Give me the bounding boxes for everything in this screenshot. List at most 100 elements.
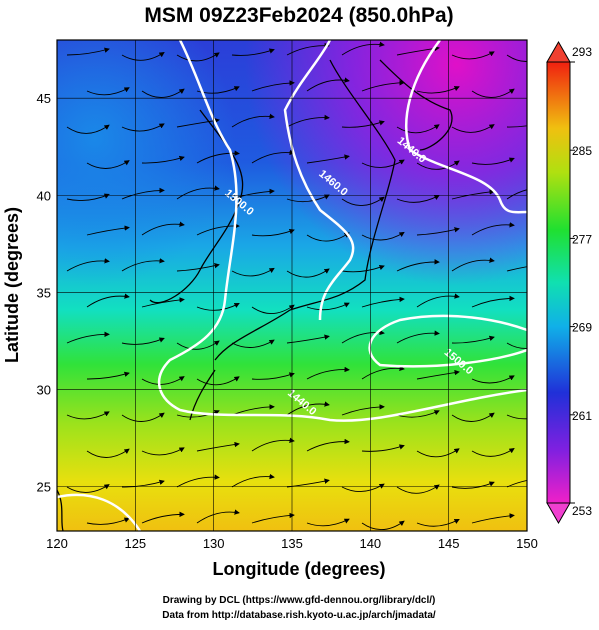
streamline bbox=[506, 189, 527, 200]
streamline bbox=[416, 369, 460, 380]
streamline bbox=[176, 52, 220, 62]
streamline bbox=[471, 295, 515, 308]
colorbar-extend-min bbox=[546, 502, 571, 525]
streamline bbox=[86, 517, 130, 525]
streamline bbox=[396, 195, 440, 203]
streamline bbox=[121, 123, 165, 132]
colorbar-tick-label: 269 bbox=[572, 321, 592, 335]
streamline bbox=[506, 266, 527, 272]
streamline bbox=[471, 513, 515, 524]
streamline bbox=[66, 124, 110, 134]
streamline bbox=[196, 86, 240, 94]
streamline bbox=[361, 520, 405, 530]
y-tick-label: 45 bbox=[37, 91, 51, 106]
streamline bbox=[451, 124, 495, 133]
streamline bbox=[286, 334, 330, 344]
colorbar-extend-max bbox=[546, 40, 571, 63]
streamline bbox=[416, 86, 460, 94]
streamline bbox=[141, 88, 185, 98]
streamline bbox=[231, 113, 275, 128]
streamline bbox=[341, 404, 385, 416]
streamline bbox=[416, 160, 460, 170]
streamlines bbox=[66, 41, 527, 530]
streamline bbox=[341, 196, 385, 206]
streamline bbox=[121, 337, 165, 345]
streamline bbox=[86, 87, 130, 96]
streamline bbox=[361, 159, 405, 168]
y-tick-label: 35 bbox=[37, 285, 51, 300]
streamline bbox=[506, 342, 527, 349]
streamline bbox=[86, 448, 130, 458]
x-tick-label: 120 bbox=[46, 536, 68, 551]
streamline bbox=[196, 441, 240, 452]
streamline bbox=[286, 401, 330, 416]
x-tick-label: 125 bbox=[124, 536, 146, 551]
streamline bbox=[506, 54, 527, 62]
streamline bbox=[66, 411, 110, 420]
streamline bbox=[451, 51, 495, 60]
streamline bbox=[471, 157, 515, 165]
streamline bbox=[196, 509, 240, 524]
x-tick-label: 150 bbox=[516, 536, 538, 551]
y-tick-label: 25 bbox=[37, 479, 51, 494]
streamline bbox=[86, 371, 130, 380]
streamline bbox=[176, 474, 220, 488]
streamline bbox=[196, 303, 240, 311]
streamline bbox=[471, 375, 515, 384]
streamline bbox=[121, 479, 165, 488]
colorbar-tick-label: 253 bbox=[572, 504, 592, 518]
streamline bbox=[341, 264, 385, 273]
streamline bbox=[86, 225, 130, 236]
streamline bbox=[306, 302, 350, 311]
streamline bbox=[121, 258, 165, 272]
streamline bbox=[361, 80, 405, 92]
colorbar bbox=[546, 61, 571, 504]
streamline bbox=[176, 410, 220, 418]
streamline bbox=[306, 154, 350, 164]
streamline bbox=[196, 150, 240, 164]
colorbar-tick-label: 261 bbox=[572, 409, 592, 423]
y-tick-label: 40 bbox=[37, 188, 51, 203]
streamline bbox=[141, 511, 185, 524]
streamline bbox=[66, 258, 110, 272]
streamline bbox=[86, 293, 130, 308]
streamline bbox=[396, 259, 440, 272]
streamline bbox=[471, 222, 515, 236]
streamline bbox=[306, 77, 350, 92]
streamline bbox=[506, 480, 527, 488]
streamline bbox=[141, 221, 185, 236]
streamline bbox=[66, 331, 110, 344]
streamline bbox=[251, 512, 295, 524]
streamline bbox=[451, 481, 495, 489]
streamline bbox=[141, 376, 185, 385]
streamline bbox=[451, 189, 495, 200]
x-tick-label: 140 bbox=[359, 536, 381, 551]
streamline bbox=[251, 228, 295, 237]
streamline bbox=[361, 365, 405, 380]
streamline bbox=[506, 125, 527, 128]
streamline bbox=[196, 376, 240, 386]
streamline bbox=[341, 120, 385, 128]
streamline bbox=[451, 257, 495, 272]
streamline bbox=[396, 484, 440, 494]
streamline bbox=[251, 372, 295, 380]
streamline bbox=[176, 185, 220, 200]
streamline bbox=[66, 484, 110, 493]
coastline bbox=[57, 59, 453, 531]
streamline bbox=[66, 47, 110, 56]
streamline bbox=[471, 448, 515, 457]
streamline bbox=[251, 149, 295, 164]
streamline bbox=[396, 330, 440, 344]
streamline bbox=[176, 340, 220, 350]
title: MSM 09Z23Feb2024 (850.0hPa) bbox=[144, 4, 453, 27]
streamline bbox=[141, 447, 185, 456]
streamline bbox=[361, 231, 405, 241]
streamline bbox=[286, 42, 330, 56]
streamline bbox=[416, 227, 460, 236]
y-axis-label: Latitude (degrees) bbox=[2, 207, 22, 363]
streamline bbox=[176, 263, 220, 272]
streamline bbox=[306, 438, 350, 452]
streamline bbox=[416, 518, 460, 527]
